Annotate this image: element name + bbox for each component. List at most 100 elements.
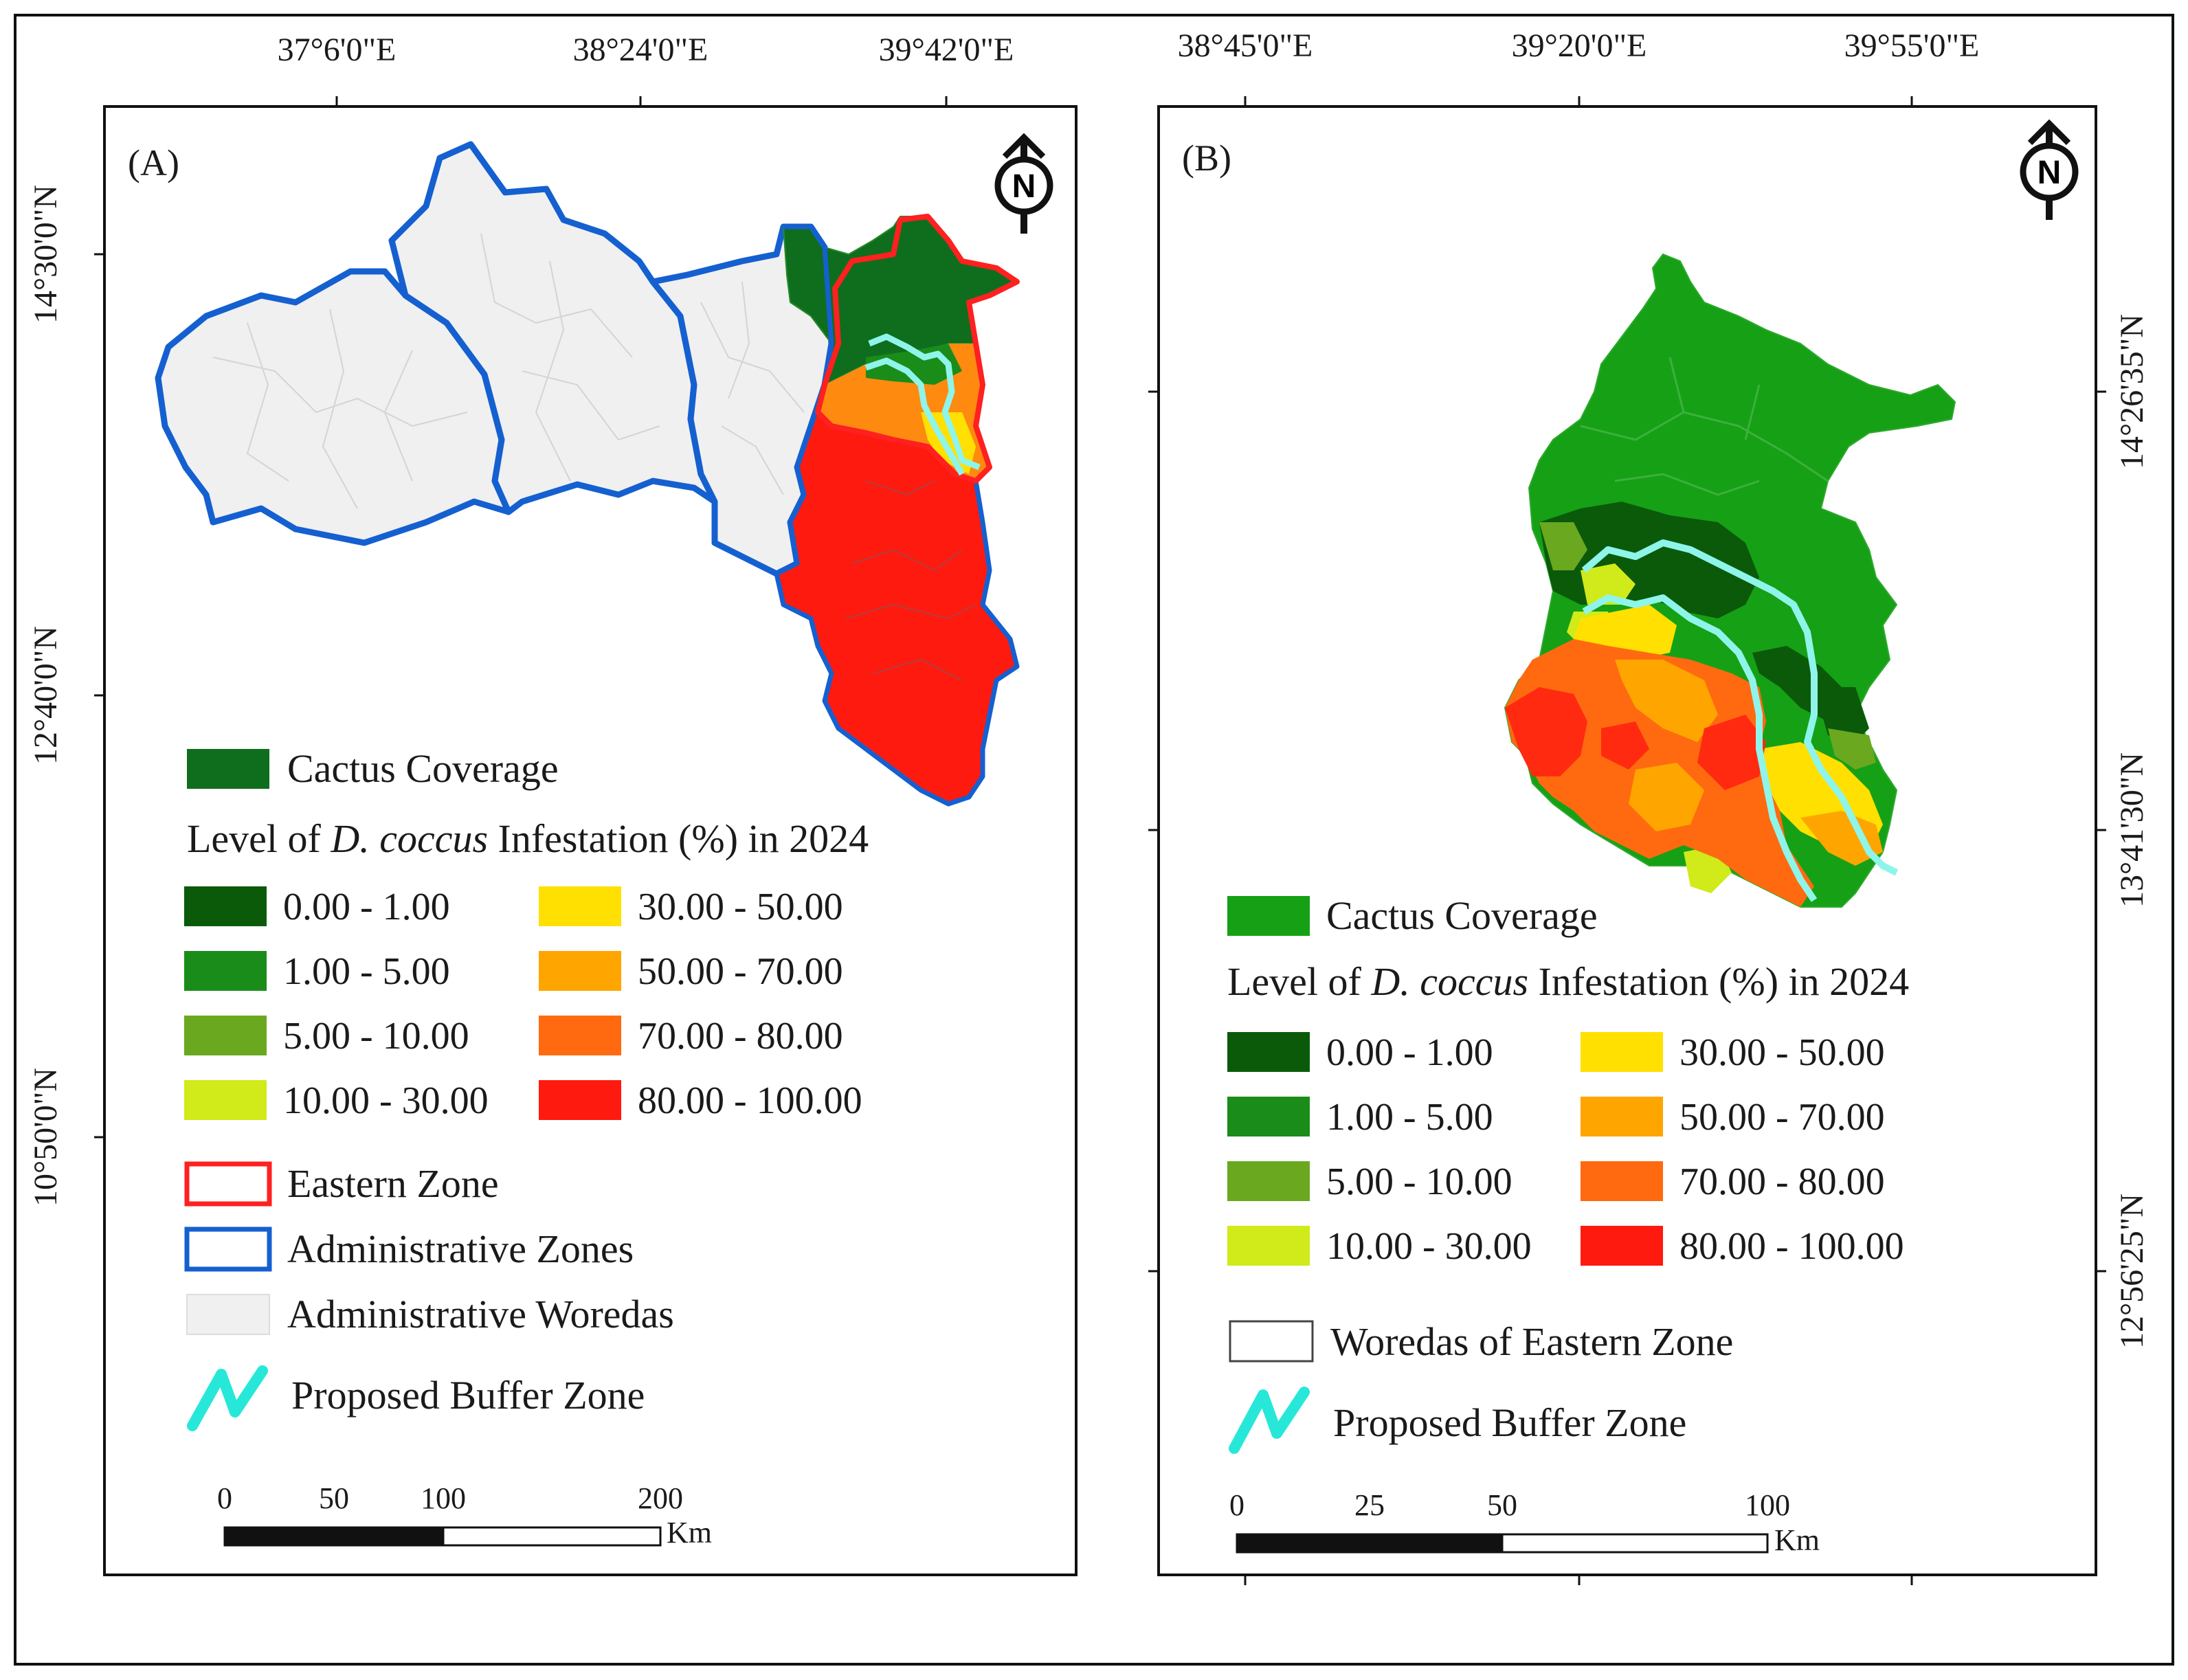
- proposed-buffer-zone-line: [1581, 539, 1899, 876]
- legend-label-woredas-eastern-zone: Woredas of Eastern Zone: [1330, 1319, 1733, 1364]
- legend-swatch-cactus: [187, 749, 269, 789]
- north-letter: N: [1012, 168, 1036, 205]
- legend-swatch-eastern-zone: [184, 1161, 272, 1207]
- eastern-zone-high-infestation: [777, 412, 1017, 804]
- legend-classes: 0.00 - 1.00 1.00 - 5.00 5.00 - 10.00 10.00 …: [1227, 1031, 1904, 1268]
- scale-tick-label: 0: [217, 1481, 232, 1515]
- longitude-label: 37°6'0"E: [278, 32, 397, 68]
- legend-label-cactus: Cactus Coverage: [287, 746, 559, 791]
- legend-class-swatch: [1227, 1161, 1310, 1201]
- legend-class-swatch: [1581, 1161, 1663, 1201]
- legend-class-swatch: [539, 1016, 621, 1055]
- panel-b-top-ticks: 38°45'0"E 39°20'0"E 39°55'0"E: [1178, 27, 1979, 1585]
- north-arrow-icon: N: [994, 133, 1053, 234]
- scale-bar-a: 0 50 100 200 Km: [217, 1481, 712, 1549]
- panel-b-right-ticks: 14°26'35"N 13°41'30"N 12°56'25"N: [1148, 314, 2150, 1349]
- legend-class-swatch: [539, 951, 621, 991]
- legend-class-label: 10.00 - 30.00: [283, 1079, 489, 1122]
- latitude-label: 12°40'0"N: [27, 626, 64, 765]
- legend-class-label: 30.00 - 50.00: [638, 886, 843, 928]
- scale-tick-label: 200: [638, 1481, 683, 1515]
- scale-segment-white: [442, 1526, 662, 1547]
- scale-tick-label: 0: [1229, 1488, 1244, 1522]
- scale-segment-black: [1236, 1533, 1504, 1554]
- legend-class-label: 0.00 - 1.00: [283, 886, 450, 928]
- scale-unit: Km: [667, 1516, 712, 1549]
- scale-tick-label: 100: [1745, 1488, 1790, 1522]
- legend-class-swatch: [184, 1080, 267, 1120]
- map-a: [155, 141, 1020, 807]
- legend-title-prefix: Level of: [187, 816, 331, 861]
- legend-label-eastern-zone: Eastern Zone: [287, 1161, 499, 1206]
- legend-class-label: 50.00 - 70.00: [1679, 1096, 1885, 1139]
- scale-tick-label: 25: [1354, 1488, 1385, 1522]
- legend-title-italic: D. coccus: [330, 816, 488, 861]
- infestation-80-100-area: [1505, 687, 1587, 776]
- legend-class-swatch: [1581, 1032, 1663, 1072]
- legend-swatch-admin-zones: [184, 1227, 272, 1272]
- legend-class-swatch: [1581, 1226, 1663, 1266]
- legend-class-swatch: [184, 886, 267, 926]
- infestation-5-10-patch: [1539, 522, 1587, 570]
- legend-class-label: 30.00 - 50.00: [1679, 1031, 1885, 1074]
- woreda-boundaries-b: [1580, 357, 1829, 496]
- legend-title: Level of D. coccus Infestation (%) in 20…: [187, 816, 869, 861]
- latitude-label: 14°26'35"N: [2114, 314, 2150, 469]
- legend-class-swatch: [1227, 1226, 1310, 1266]
- panel-a-top-ticks: 37°6'0"E 38°24'0"E 39°42'0"E: [278, 32, 1014, 107]
- legend-class-swatch: [539, 886, 621, 926]
- legend-class-label: 70.00 - 80.00: [638, 1015, 843, 1057]
- legend-a: Cactus Coverage Level of D. coccus Infes…: [184, 746, 869, 1431]
- longitude-label: 39°42'0"E: [879, 32, 1014, 68]
- scale-segment-black: [223, 1526, 445, 1547]
- legend-title-suffix: Infestation (%) in 2024: [488, 816, 869, 861]
- legend-class-swatch: [1227, 1032, 1310, 1072]
- infestation-80-100-area: [1601, 721, 1649, 770]
- panel-a-left-ticks: 14°30'0"N 12°40'0"N 10°50'0"N: [27, 185, 104, 1207]
- latitude-label: 13°41'30"N: [2114, 752, 2150, 908]
- legend-swatch-cactus: [1227, 896, 1310, 936]
- legend-class-swatch: [184, 951, 267, 991]
- woreda-boundaries-east: [845, 480, 976, 681]
- legend-swatch-admin-woredas: [186, 1294, 270, 1335]
- latitude-label: 12°56'25"N: [2114, 1194, 2150, 1349]
- legend-classes: 0.00 - 1.00 1.00 - 5.00 5.00 - 10.00 10.00 …: [184, 886, 862, 1122]
- legend-class-label: 1.00 - 5.00: [1326, 1096, 1493, 1139]
- longitude-label: 38°45'0"E: [1178, 27, 1313, 64]
- legend-title-prefix: Level of: [1227, 959, 1371, 1004]
- infestation-80-100-area: [1697, 715, 1766, 790]
- buffer-zone-legend-icon: [187, 1365, 268, 1431]
- panel-b-label: (B): [1182, 137, 1231, 179]
- admin-zone-east-outline: [774, 224, 1020, 807]
- legend-class-label: 0.00 - 1.00: [1326, 1031, 1493, 1074]
- legend-class-swatch: [539, 1080, 621, 1120]
- woreda-boundaries: [212, 233, 805, 509]
- legend-label-admin-woredas: Administrative Woredas: [287, 1292, 674, 1336]
- scale-unit: Km: [1774, 1523, 1820, 1557]
- legend-class-label: 5.00 - 10.00: [283, 1015, 469, 1057]
- infestation-50-70-area: [1800, 811, 1883, 866]
- legend-label-cactus: Cactus Coverage: [1326, 893, 1598, 938]
- legend-label-buffer-zone: Proposed Buffer Zone: [291, 1373, 645, 1418]
- longitude-label: 39°20'0"E: [1512, 27, 1647, 64]
- proposed-buffer-zone-line: [868, 333, 981, 471]
- eastern-zone-outline: [815, 214, 1020, 484]
- legend-class-label: 5.00 - 10.00: [1326, 1161, 1512, 1203]
- legend-class-label: 80.00 - 100.00: [1679, 1225, 1904, 1268]
- infestation-50-70-area: [1629, 763, 1704, 831]
- legend-b: Cactus Coverage Level of D. coccus Infes…: [1227, 893, 1909, 1454]
- legend-label-buffer-zone: Proposed Buffer Zone: [1333, 1400, 1686, 1445]
- scale-bar-b: 0 25 50 100 Km: [1229, 1488, 1820, 1557]
- north-arrow-icon: N: [2020, 119, 2079, 220]
- infestation-5-10-patch: [1828, 728, 1876, 770]
- buffer-zone-legend-icon: [1229, 1387, 1310, 1454]
- latitude-label: 14°30'0"N: [27, 185, 64, 324]
- proposed-buffer-zone-line: [864, 357, 965, 476]
- longitude-label: 38°24'0"E: [573, 32, 708, 68]
- scale-segment-white: [1501, 1533, 1769, 1554]
- scale-tick-label: 50: [319, 1481, 349, 1515]
- scale-tick-label: 100: [421, 1481, 466, 1515]
- map-b: [1504, 253, 1956, 908]
- legend-class-label: 1.00 - 5.00: [283, 950, 450, 993]
